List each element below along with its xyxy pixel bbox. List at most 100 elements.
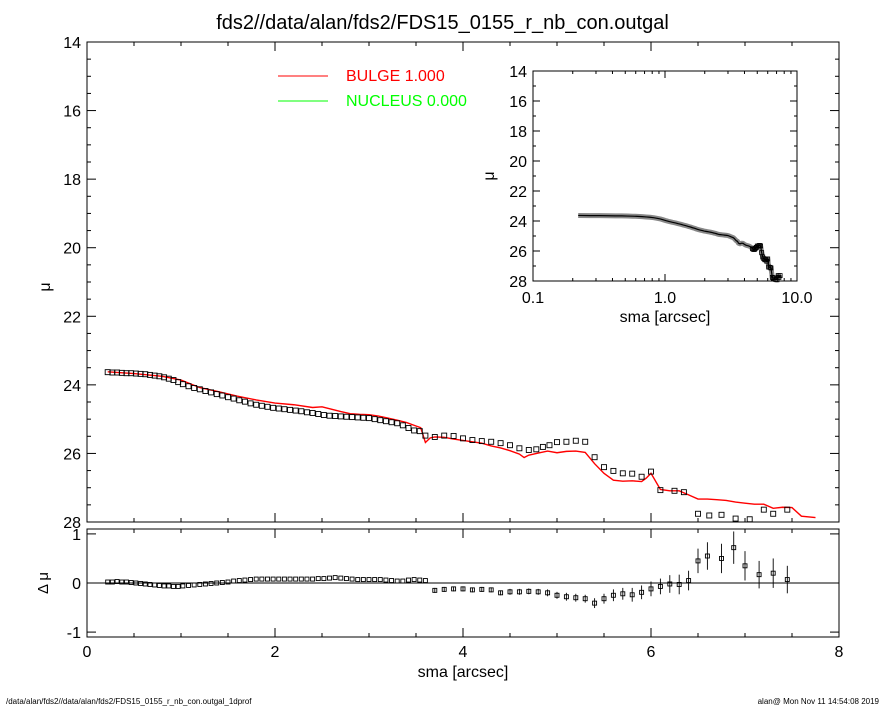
- observed-point: [371, 416, 378, 423]
- residual-point: [704, 553, 710, 559]
- inset-x-tick-label: 1.0: [654, 290, 676, 307]
- observed-point: [270, 404, 277, 411]
- residual-point: [138, 581, 144, 586]
- residual-point: [573, 595, 579, 601]
- observed-point: [236, 397, 243, 404]
- observed-point: [349, 414, 356, 421]
- observed-point: [304, 409, 310, 416]
- residual-point: [214, 580, 220, 586]
- residual-point: [360, 577, 366, 583]
- residual-y-axis-label: Δ μ: [35, 572, 52, 594]
- residual-point: [601, 596, 607, 602]
- residual-point: [124, 579, 129, 585]
- observed-point: [497, 440, 504, 447]
- residual-point: [287, 576, 293, 582]
- observed-point: [337, 413, 344, 420]
- observed-point: [516, 445, 523, 452]
- residual-x-tick-label: 6: [647, 644, 656, 661]
- inset-y-tick-label: 24: [509, 214, 527, 231]
- inset-log-plot: 14 16 18 20 22 24 26 280.1 1.0 10.0 sma [arcsec] μ: [481, 64, 813, 326]
- observed-point: [405, 425, 412, 432]
- residual-point: [147, 582, 153, 587]
- observed-point: [732, 515, 739, 522]
- observed-point: [326, 412, 333, 419]
- observed-point: [287, 406, 293, 413]
- residual-point: [242, 577, 248, 583]
- observed-point: [230, 395, 237, 402]
- residual-point: [355, 577, 361, 583]
- residual-point: [422, 578, 428, 583]
- residual-point: [315, 576, 321, 582]
- residual-point: [372, 577, 378, 583]
- residual-point: [695, 558, 701, 564]
- residual-point: [441, 586, 447, 592]
- residual-point: [657, 583, 663, 589]
- residual-point: [186, 583, 191, 588]
- observed-point: [695, 510, 701, 517]
- residual-point: [366, 577, 372, 583]
- main-y-tick-label: 18: [63, 172, 81, 189]
- residual-y-tick-label: 1: [72, 527, 81, 544]
- observed-point: [619, 470, 626, 477]
- residual-point: [526, 588, 532, 594]
- residual-point: [253, 576, 259, 582]
- residual-point: [197, 582, 203, 587]
- footer-timestamp: alan@ Mon Nov 11 14:54:08 2019: [757, 697, 879, 706]
- residual-point: [338, 575, 344, 581]
- observed-point: [450, 432, 457, 439]
- residual-point: [133, 580, 139, 586]
- observed-point: [718, 511, 725, 518]
- observed-point: [441, 432, 448, 439]
- observed-point: [399, 422, 406, 429]
- observed-point: [382, 418, 389, 425]
- observed-point: [469, 437, 476, 444]
- residual-point: [620, 591, 626, 597]
- observed-point: [202, 388, 209, 394]
- residual-point: [784, 577, 790, 583]
- residual-point: [119, 579, 125, 585]
- inset-profile-line: [578, 214, 781, 281]
- residual-point: [498, 590, 504, 596]
- residual-point: [304, 576, 310, 582]
- observed-point: [554, 439, 560, 446]
- main-y-tick-label: 26: [63, 446, 81, 463]
- observed-point: [601, 464, 607, 471]
- observed-point: [746, 516, 753, 523]
- inset-y-tick-label: 16: [509, 94, 527, 111]
- residual-point: [488, 587, 494, 593]
- residual-y-tick-label: -1: [67, 625, 81, 642]
- residual-point: [156, 583, 162, 588]
- inset-x-axis-label: sma [arcsec]: [620, 309, 711, 326]
- observed-point: [225, 394, 231, 401]
- observed-point: [388, 419, 395, 426]
- residual-point: [180, 583, 186, 589]
- observed-point: [533, 446, 540, 453]
- observed-point: [671, 487, 678, 494]
- main-profile-plot: 14 16 18 20 22 24 26 28 μ: [37, 35, 840, 532]
- residual-point: [451, 586, 457, 592]
- observed-point: [332, 413, 339, 420]
- main-y-tick-label: 14: [63, 35, 81, 52]
- observed-point: [298, 408, 305, 415]
- observed-point: [629, 470, 636, 477]
- residual-point: [639, 589, 645, 595]
- residual-point: [676, 582, 682, 587]
- residual-point: [719, 556, 724, 561]
- residual-x-axis-label: sma [arcsec]: [418, 664, 509, 681]
- residual-point: [417, 577, 423, 583]
- legend-label-nucleus: NUCLEUS 0.000: [346, 93, 467, 110]
- main-y-tick-label: 24: [63, 378, 81, 395]
- residual-point: [128, 580, 134, 585]
- residual-point: [460, 586, 466, 592]
- residual-point: [742, 563, 748, 569]
- residual-point: [756, 572, 762, 578]
- residual-point: [276, 576, 282, 582]
- residual-point: [219, 580, 225, 585]
- residual-point: [629, 592, 635, 598]
- observed-point: [281, 406, 288, 413]
- observed-point: [360, 414, 367, 421]
- observed-point: [185, 383, 192, 390]
- residual-point: [516, 589, 522, 595]
- residual-point: [265, 576, 270, 582]
